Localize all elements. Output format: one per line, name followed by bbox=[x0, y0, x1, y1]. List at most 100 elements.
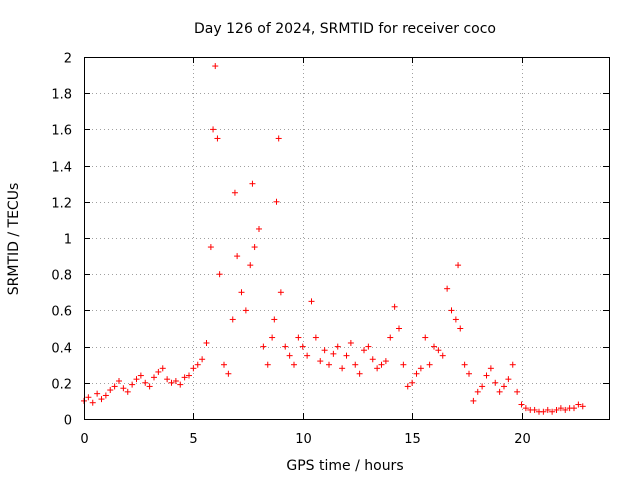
y-tick-label: 0 bbox=[64, 414, 72, 429]
x-tick-label: 10 bbox=[295, 432, 312, 447]
data-point bbox=[291, 361, 297, 368]
data-point bbox=[177, 381, 184, 388]
data-point bbox=[455, 262, 462, 269]
data-point bbox=[275, 135, 282, 142]
data-point bbox=[326, 361, 332, 368]
data-point bbox=[417, 365, 424, 372]
data-point bbox=[439, 352, 446, 359]
data-point bbox=[155, 368, 162, 375]
data-point bbox=[120, 385, 127, 392]
data-point bbox=[142, 379, 149, 386]
y-tick-label: 1.6 bbox=[51, 124, 72, 139]
data-point bbox=[365, 343, 372, 350]
data-point bbox=[479, 383, 486, 390]
data-point bbox=[129, 381, 136, 388]
x-axis-label: GPS time / hours bbox=[286, 458, 403, 474]
data-point bbox=[461, 361, 468, 368]
y-tick-label: 1.2 bbox=[51, 197, 72, 212]
y-tick-label: 0.6 bbox=[51, 305, 72, 320]
data-point bbox=[347, 339, 354, 346]
data-point bbox=[107, 387, 114, 394]
data-point bbox=[496, 388, 503, 395]
plot-frame bbox=[84, 57, 610, 420]
data-point bbox=[210, 126, 217, 133]
data-point bbox=[400, 361, 407, 368]
y-tick-label: 0.4 bbox=[51, 342, 72, 357]
data-point bbox=[352, 361, 359, 368]
data-point bbox=[409, 379, 416, 386]
y-tick-label: 0.2 bbox=[51, 378, 72, 393]
data-point bbox=[312, 334, 319, 341]
data-point bbox=[470, 397, 477, 404]
data-point bbox=[212, 63, 219, 70]
data-point bbox=[299, 343, 306, 350]
data-point bbox=[102, 392, 109, 399]
data-point bbox=[444, 285, 451, 292]
data-point bbox=[164, 376, 171, 383]
data-point bbox=[111, 383, 118, 390]
data-point bbox=[234, 253, 241, 260]
data-point bbox=[181, 374, 188, 381]
data-point bbox=[518, 401, 525, 408]
data-point bbox=[492, 379, 499, 386]
data-point bbox=[317, 358, 324, 365]
data-point bbox=[457, 325, 464, 332]
y-tick-label: 1.8 bbox=[51, 88, 72, 103]
data-point bbox=[225, 370, 232, 377]
y-axis-label: SRMTID / TECUs bbox=[6, 183, 22, 296]
y-tick-label: 1.4 bbox=[51, 161, 72, 176]
data-point bbox=[544, 406, 551, 413]
data-point bbox=[221, 361, 227, 368]
data-point bbox=[571, 405, 577, 412]
data-point bbox=[487, 365, 494, 372]
data-point bbox=[124, 388, 131, 395]
data-point bbox=[387, 334, 394, 341]
data-point bbox=[151, 374, 157, 381]
x-tick-label: 15 bbox=[404, 432, 421, 447]
chart-title: Day 126 of 2024, SRMTID for receiver coc… bbox=[194, 21, 496, 37]
data-point bbox=[247, 262, 254, 269]
data-point bbox=[172, 377, 179, 384]
data-point bbox=[540, 408, 547, 415]
data-point bbox=[422, 334, 429, 341]
data-point bbox=[369, 356, 376, 363]
data-point bbox=[505, 376, 512, 383]
data-point bbox=[231, 189, 238, 196]
data-points bbox=[81, 63, 586, 415]
data-point bbox=[159, 365, 166, 372]
data-point bbox=[501, 383, 507, 390]
y-tick-label: 0.8 bbox=[51, 269, 72, 284]
data-point bbox=[452, 316, 459, 323]
data-point bbox=[216, 271, 223, 278]
y-tick-label: 2 bbox=[64, 52, 72, 67]
data-point bbox=[382, 358, 389, 365]
data-point bbox=[557, 405, 564, 412]
data-point bbox=[256, 225, 262, 232]
data-point bbox=[378, 361, 385, 368]
data-point bbox=[199, 356, 206, 363]
data-point bbox=[133, 376, 140, 383]
data-point bbox=[194, 361, 201, 368]
data-point bbox=[269, 334, 276, 341]
data-point bbox=[146, 383, 153, 390]
data-point bbox=[334, 343, 341, 350]
data-point bbox=[186, 372, 192, 379]
data-point bbox=[98, 396, 105, 403]
data-point bbox=[522, 405, 529, 412]
data-point bbox=[549, 408, 556, 415]
data-point bbox=[89, 399, 96, 406]
data-point bbox=[242, 307, 249, 314]
data-point bbox=[282, 343, 289, 350]
x-tick-label: 20 bbox=[514, 432, 531, 447]
data-point bbox=[190, 365, 197, 372]
data-point bbox=[374, 365, 381, 372]
data-point bbox=[85, 394, 92, 401]
data-point bbox=[509, 361, 516, 368]
data-point bbox=[116, 377, 122, 384]
data-point bbox=[271, 316, 278, 323]
data-point bbox=[304, 352, 311, 359]
data-point bbox=[435, 347, 442, 354]
data-point bbox=[229, 316, 236, 323]
data-point bbox=[361, 347, 367, 354]
grid-lines bbox=[84, 57, 609, 419]
